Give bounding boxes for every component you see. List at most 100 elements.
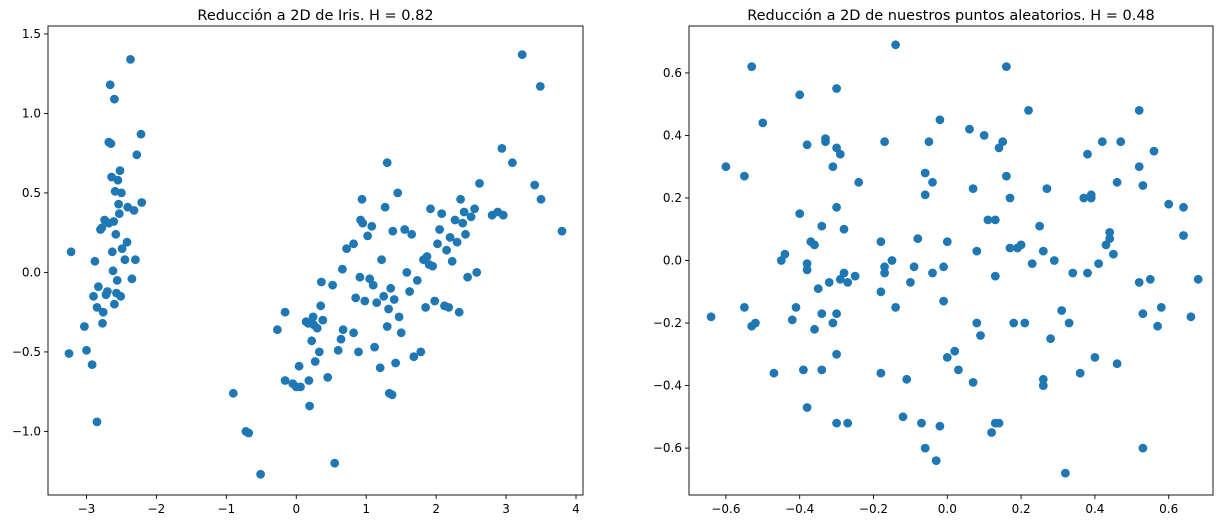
data-point [109,217,119,226]
data-point [1083,149,1092,159]
data-point [389,295,399,304]
data-point [280,307,290,317]
data-point [817,221,827,231]
data-point [1086,193,1096,203]
data-point [336,334,346,344]
data-point [442,245,451,255]
data-point [1024,106,1033,115]
data-point [122,237,132,247]
data-point [90,256,100,266]
data-point [317,277,326,287]
data-point [802,403,812,412]
axes-frame [47,25,584,496]
data-point [354,347,363,357]
data-point [437,209,447,219]
data-point [463,272,472,282]
data-point [391,358,400,368]
data-point [1042,184,1052,194]
data-point [906,278,915,287]
y-tick-label: 1.0 [22,106,41,120]
data-point [909,262,919,272]
data-point [813,284,823,293]
data-point [456,194,465,204]
x-tick-label: 2 [432,502,440,516]
data-point [409,352,419,362]
data-point [105,80,115,90]
data-point [1049,256,1059,265]
data-point [386,283,396,293]
data-point [1164,199,1174,209]
data-point [116,291,126,301]
data-point [1038,374,1048,384]
data-point [387,390,397,400]
data-point [380,202,390,212]
data-point [876,368,886,378]
data-point [791,303,801,312]
data-point [92,417,102,427]
data-point [1002,171,1011,181]
data-point [117,188,126,198]
data-point [1035,221,1044,231]
data-point [950,346,960,356]
data-point [447,256,457,266]
x-tick-label: −0.6 [711,502,740,516]
data-point [1112,359,1122,369]
data-point [110,94,119,104]
data-point [126,55,135,64]
data-point [1094,259,1103,268]
data-point [880,268,889,278]
data-point [82,345,91,355]
data-point [113,175,123,185]
data-point [740,171,749,181]
data-point [1138,309,1148,319]
data-point [758,118,768,128]
data-point [106,139,116,149]
data-point [316,301,326,311]
data-point [1061,468,1070,478]
x-tick-label: 0 [292,502,300,516]
data-point [363,231,372,241]
x-tick-label: −1 [217,502,235,516]
data-point [370,342,379,352]
data-point [839,224,849,234]
data-point [994,418,1004,428]
y-tick-label: −0.4 [653,379,682,393]
x-tick-label: 0.4 [1085,502,1104,516]
data-point [461,229,470,239]
data-point [990,271,1000,281]
data-point [450,215,460,225]
data-point [928,268,937,278]
data-point [228,388,238,398]
data-point [508,158,517,168]
data-point [379,291,389,301]
data-point [342,244,351,254]
data-point [323,373,333,382]
data-point [1156,303,1166,312]
data-point [721,162,731,172]
data-point [1079,193,1089,203]
x-tick-label: 0.0 [938,502,957,516]
data-point [935,115,945,125]
data-point [459,207,469,217]
data-point [475,179,484,188]
data-point [972,318,982,328]
data-point [445,233,455,242]
data-point [64,349,74,358]
data-point [294,361,304,371]
data-point [1002,62,1011,71]
data-point [891,40,900,50]
data-point [296,382,305,392]
axes-frame [688,25,1214,496]
data-point [87,360,97,369]
y-tick-label: 0.5 [22,186,41,200]
data-point [968,184,978,194]
data-point [802,140,812,150]
y-tick-label: 0.0 [663,254,682,268]
data-point [498,210,508,220]
data-point [273,325,282,335]
data-point [769,368,779,378]
data-point [983,215,993,225]
data-point [979,131,989,140]
